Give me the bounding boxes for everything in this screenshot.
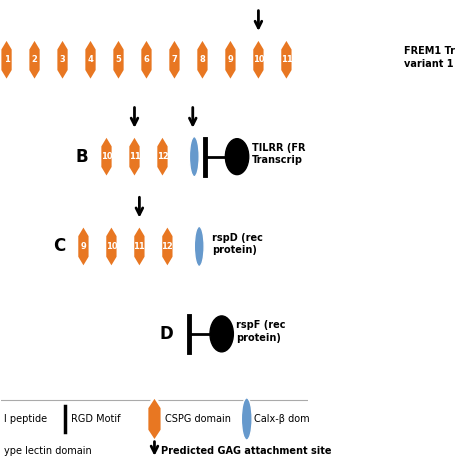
Circle shape	[225, 139, 249, 174]
Text: 4: 4	[88, 55, 93, 64]
Text: FREM1 Tr
variant 1: FREM1 Tr variant 1	[404, 46, 455, 69]
Ellipse shape	[241, 398, 252, 440]
Polygon shape	[100, 136, 113, 178]
Polygon shape	[112, 38, 125, 81]
Text: C: C	[53, 237, 65, 255]
Polygon shape	[56, 38, 69, 81]
Text: 10: 10	[106, 242, 117, 251]
Polygon shape	[156, 136, 169, 178]
Polygon shape	[133, 225, 146, 268]
Text: 12: 12	[156, 152, 168, 161]
Polygon shape	[140, 38, 153, 81]
Polygon shape	[128, 136, 141, 178]
Text: 12: 12	[309, 55, 320, 64]
Text: 11: 11	[128, 152, 140, 161]
Text: rspF (rec
protein): rspF (rec protein)	[237, 320, 286, 343]
Polygon shape	[252, 38, 265, 81]
Polygon shape	[308, 38, 321, 81]
Text: 11: 11	[134, 242, 145, 251]
Text: rspD (rec
protein): rspD (rec protein)	[212, 233, 263, 255]
Polygon shape	[105, 225, 118, 268]
Polygon shape	[147, 397, 162, 441]
Text: 11: 11	[281, 55, 292, 64]
Text: RGD Motif: RGD Motif	[72, 414, 121, 424]
Polygon shape	[196, 38, 209, 81]
Text: D: D	[159, 325, 173, 343]
Circle shape	[210, 316, 233, 352]
Polygon shape	[0, 38, 13, 81]
Ellipse shape	[190, 137, 199, 177]
Text: 10: 10	[253, 55, 264, 64]
Polygon shape	[168, 38, 181, 81]
Text: 1: 1	[4, 55, 9, 64]
Text: 12: 12	[162, 242, 173, 251]
Text: B: B	[76, 148, 89, 165]
Polygon shape	[77, 225, 90, 268]
Text: 10: 10	[100, 152, 112, 161]
Text: 7: 7	[172, 55, 177, 64]
Text: l peptide: l peptide	[4, 414, 47, 424]
Circle shape	[377, 42, 401, 78]
Polygon shape	[224, 38, 237, 81]
Text: 3: 3	[60, 55, 65, 64]
Text: ype lectin domain: ype lectin domain	[4, 446, 91, 456]
Text: Predicted GAG attachment site: Predicted GAG attachment site	[161, 446, 332, 456]
Polygon shape	[280, 38, 293, 81]
Polygon shape	[28, 38, 41, 81]
Polygon shape	[161, 225, 174, 268]
Text: 9: 9	[81, 242, 86, 251]
Ellipse shape	[341, 40, 351, 80]
Text: 6: 6	[144, 55, 149, 64]
Ellipse shape	[194, 227, 204, 266]
Text: 9: 9	[228, 55, 233, 64]
Text: 2: 2	[32, 55, 37, 64]
Text: 8: 8	[200, 55, 205, 64]
Text: 5: 5	[116, 55, 121, 64]
Text: Calx-β dom: Calx-β dom	[254, 414, 309, 424]
Text: TILRR (FR
Transcrip: TILRR (FR Transcrip	[252, 143, 305, 165]
Polygon shape	[84, 38, 97, 81]
Text: CSPG domain: CSPG domain	[165, 414, 231, 424]
